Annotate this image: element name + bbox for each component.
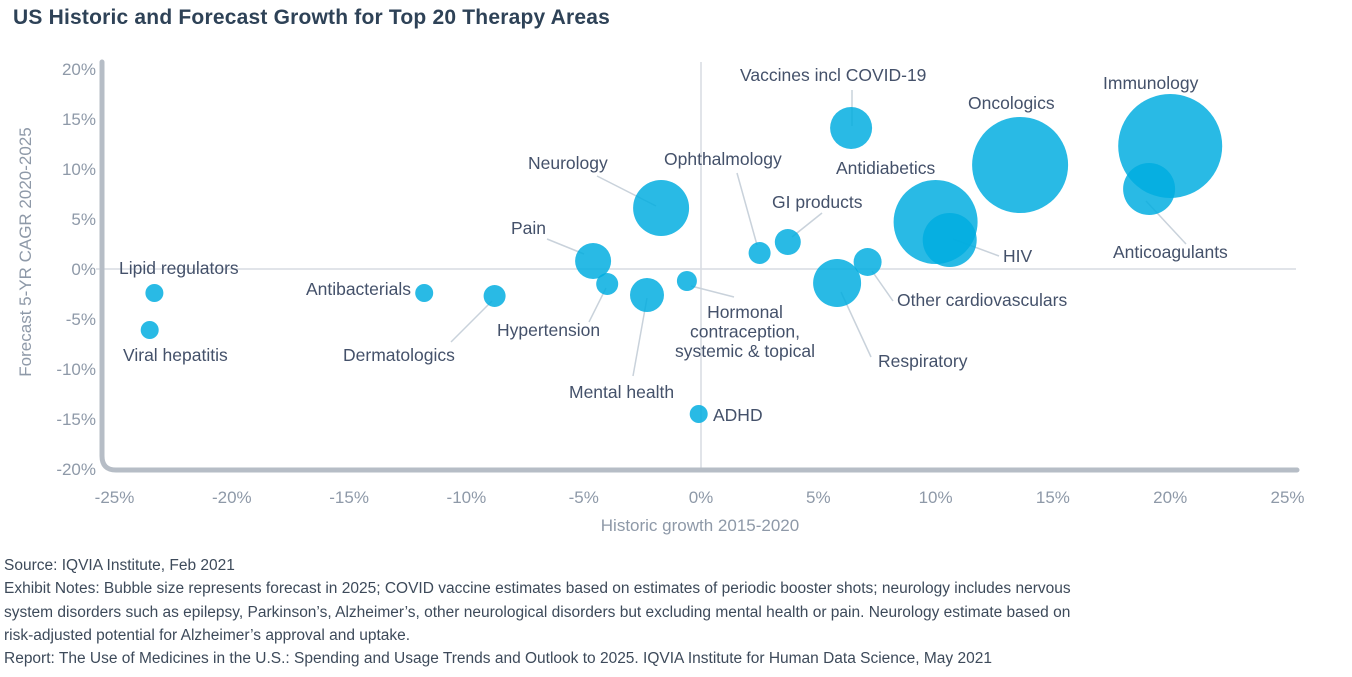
bubble-viral-hepatitis [140,321,159,339]
bubble-ophthalmology [748,242,771,264]
bubble-vaccines-incl-covid-19 [830,107,873,149]
label-adhd: ADHD [713,405,763,425]
y-tick-labels: 20% 15% 10% 5% 0% -5% -10% -15% -20% [56,60,96,479]
label-gi-products: GI products [772,192,863,212]
bubble-hypertension [596,273,619,295]
bubble-anticoagulants [1123,163,1176,215]
label-viral-hepatitis: Viral hepatitis [123,345,228,365]
footer-line-5: Report: The Use of Medicines in the U.S.… [4,650,992,668]
x-tick-10: 10% [919,488,953,507]
label-oncologics: Oncologics [968,93,1055,113]
label-hormonal-contraception-systemic-topical: Hormonal contraception, systemic & topical [675,302,815,361]
y-tick--15: -15% [56,410,96,429]
footer-line-1: Source: IQVIA Institute, Feb 2021 [4,557,235,574]
bubble-other-cardiovasculars [853,248,882,276]
bubble-chart: Lipid regulators Viral hepatitis Antibacte… [16,59,1305,535]
footer-line-4: risk-adjusted potential for Alzheimer’s … [4,626,411,644]
y-tick--20: -20% [56,460,96,479]
label-hypertension: Hypertension [497,320,600,340]
bubble-antibacterials [415,284,434,302]
label-antidiabetics: Antidiabetics [836,158,935,178]
bubble-dermatologics [483,285,506,307]
label-neurology: Neurology [528,153,608,173]
label-mental-health: Mental health [569,382,674,402]
leader-dermatologics [450,300,493,343]
x-tick-25: 25% [1270,488,1304,507]
bubble-gi-products [774,229,801,255]
label-vaccines-incl-covid-19: Vaccines incl COVID-19 [740,65,926,85]
x-tick--20: -20% [212,488,252,507]
bubble-pain [575,243,612,279]
y-tick--10: -10% [56,360,96,379]
bubble-hiv [922,213,977,267]
x-tick--5: -5% [569,488,599,507]
bubble-lipid-regulators [145,284,164,302]
x-tick-0: 0% [689,488,714,507]
label-respiratory: Respiratory [878,351,968,371]
label-antibacterials: Antibacterials [306,279,411,299]
bubble-respiratory [813,259,862,307]
bubbles [140,94,1223,423]
axis-frame [99,59,1300,473]
footer-line-3: system disorders such as epilepsy, Parki… [4,603,1071,621]
label-lipid-regulators: Lipid regulators [119,258,239,278]
bubble-mental-health [630,278,664,312]
label-anticoagulants: Anticoagulants [1113,242,1228,262]
bubble-labels: Lipid regulators Viral hepatitis Antibacte… [119,65,1228,425]
label-ophthalmology: Ophthalmology [664,149,782,169]
x-tick-labels: -25% -20% -15% -10% -5% 0% 5% 10% 15% 20% 25% [95,488,1305,507]
x-axis-title: Historic growth 2015-2020 [601,516,799,535]
x-tick-20: 20% [1153,488,1187,507]
y-axis-title: Forecast 5-YR CAGR 2020-2025 [16,127,35,376]
page-title: US Historic and Forecast Growth for Top … [13,6,610,29]
bubble-oncologics [972,117,1069,213]
leader-hormonal-contraception-systemic-topical [690,285,735,298]
x-tick-15: 15% [1036,488,1070,507]
x-tick--25: -25% [95,488,135,507]
bubble-hormonal-contraception-systemic-topical [676,271,697,291]
y-tick-5: 5% [71,210,96,229]
y-tick-20: 20% [62,60,96,79]
y-tick-10: 10% [62,160,96,179]
label-pain: Pain [511,218,546,238]
label-dermatologics: Dermatologics [343,345,455,365]
bubble-neurology [633,180,690,236]
x-tick--10: -10% [447,488,487,507]
x-tick-5: 5% [806,488,831,507]
bubble-adhd [689,405,708,423]
leader-ophthalmology [736,172,758,246]
label-hiv: HIV [1003,246,1033,266]
y-tick-0: 0% [71,260,96,279]
footer-notes: Source: IQVIA Institute, Feb 2021 Exhibit… [4,554,1350,670]
x-tick--15: -15% [329,488,369,507]
y-tick-15: 15% [62,110,96,129]
label-immunology: Immunology [1103,73,1199,93]
footer-line-2: Exhibit Notes: Bubble size represents fo… [4,580,1071,598]
leader-other-cardiovasculars [871,270,894,302]
label-other-cardiovasculars: Other cardiovasculars [897,290,1067,310]
y-tick--5: -5% [66,310,96,329]
